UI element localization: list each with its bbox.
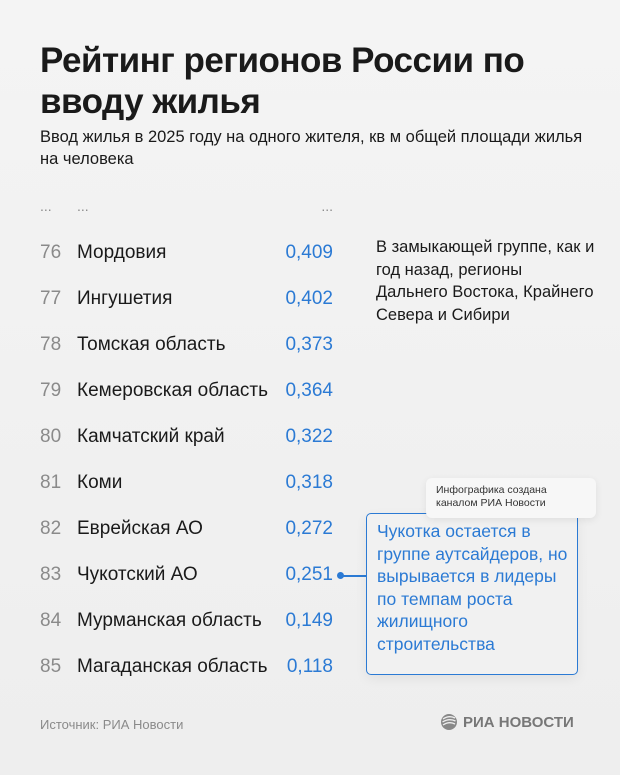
rank-cell: 81 bbox=[40, 472, 62, 493]
rank-cell: 85 bbox=[40, 656, 62, 677]
rank-cell: 82 bbox=[40, 518, 62, 539]
region-cell: Томская область bbox=[77, 334, 226, 355]
table-row: 76 Мордовия 0,409 bbox=[0, 242, 345, 272]
region-cell: Мордовия bbox=[77, 242, 167, 263]
rank-cell: 77 bbox=[40, 288, 62, 309]
table-row: 84 Мурманская область 0,149 bbox=[0, 610, 345, 640]
ria-logo: РИА НОВОСТИ bbox=[440, 713, 574, 731]
region-cell: Магаданская область bbox=[77, 656, 268, 677]
logo-wordmark: РИА НОВОСТИ bbox=[463, 713, 574, 731]
ria-globe-icon bbox=[441, 714, 457, 730]
table-row: 78 Томская область 0,373 bbox=[0, 334, 345, 364]
region-cell: Кемеровская область bbox=[77, 380, 268, 401]
value-cell: 0,364 bbox=[285, 380, 333, 401]
region-cell: Ингушетия bbox=[77, 288, 173, 309]
table-row: 80 Камчатский край 0,322 bbox=[0, 426, 345, 456]
rank-cell: 76 bbox=[40, 242, 62, 263]
rank-cell: 83 bbox=[40, 564, 62, 585]
value-cell: 0,409 bbox=[285, 242, 333, 263]
value-cell: 0,251 bbox=[285, 564, 333, 585]
page-title: Рейтинг регионов России по вводу жилья bbox=[40, 41, 525, 121]
name-ellipsis: ... bbox=[77, 198, 89, 214]
rank-cell: 80 bbox=[40, 426, 62, 447]
table-row: 83 Чукотский АО 0,251 bbox=[0, 564, 345, 594]
callout-dot bbox=[337, 572, 344, 579]
credit-label: Инфографика создана каналом РИА Новости bbox=[426, 478, 596, 518]
value-cell: 0,322 bbox=[285, 426, 333, 447]
rank-cell: 78 bbox=[40, 334, 62, 355]
region-cell: Коми bbox=[77, 472, 123, 493]
region-cell: Мурманская область bbox=[77, 610, 262, 631]
callout-connector bbox=[341, 575, 366, 577]
value-cell: 0,118 bbox=[286, 656, 333, 677]
table-row: 81 Коми 0,318 bbox=[0, 472, 345, 502]
value-cell: 0,272 bbox=[285, 518, 333, 539]
value-ellipsis: ... bbox=[321, 198, 333, 214]
rank-cell: 84 bbox=[40, 610, 62, 631]
value-cell: 0,318 bbox=[285, 472, 333, 493]
value-cell: 0,373 bbox=[285, 334, 333, 355]
region-cell: Камчатский край bbox=[77, 426, 225, 447]
region-cell: Чукотский АО bbox=[77, 564, 198, 585]
ellipsis-row: ... ... ... bbox=[0, 198, 345, 228]
rank-cell: 79 bbox=[40, 380, 62, 401]
page-subtitle: Ввод жилья в 2025 году на одного жителя,… bbox=[40, 128, 583, 168]
rank-ellipsis: ... bbox=[40, 198, 52, 214]
callout-box: Чукотка остается в группе аутсайдеров, н… bbox=[366, 513, 578, 675]
table-row: 82 Еврейская АО 0,272 bbox=[0, 518, 345, 548]
table-row: 79 Кемеровская область 0,364 bbox=[0, 380, 345, 410]
region-cell: Еврейская АО bbox=[77, 518, 203, 539]
value-cell: 0,149 bbox=[285, 610, 333, 631]
side-note: В замыкающей группе, как и год назад, ре… bbox=[376, 238, 595, 324]
value-cell: 0,402 bbox=[285, 288, 333, 309]
table-row: 77 Ингушетия 0,402 bbox=[0, 288, 345, 318]
table-row: 85 Магаданская область 0,118 bbox=[0, 656, 345, 686]
source-text: Источник: РИА Новости bbox=[40, 717, 184, 732]
